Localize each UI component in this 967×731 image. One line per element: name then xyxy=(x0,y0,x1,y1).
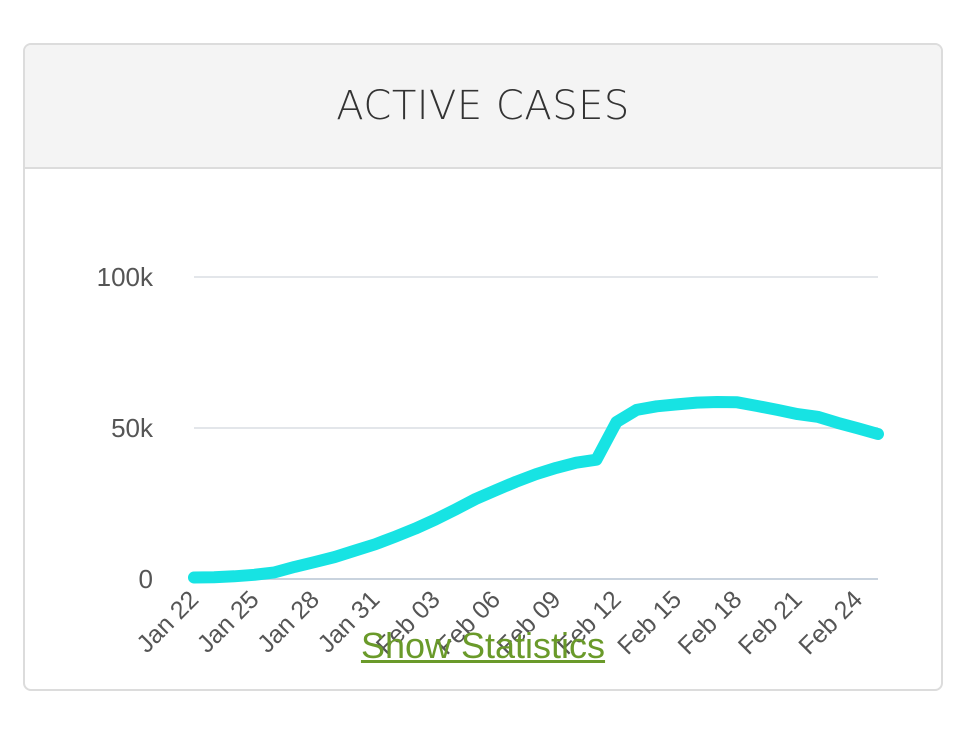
y-tick-label: 50k xyxy=(111,413,154,443)
chart-title: ACTIVE CASES xyxy=(336,83,630,129)
chart-area: 0 50k 100k Jan 22 Jan 25 Jan 28 Jan 31 Feb 03 F… xyxy=(25,169,941,689)
active-cases-card: ACTIVE CASES 0 50k 100k Jan 22 Jan 25 Jan 28… xyxy=(23,43,943,691)
series-layer xyxy=(188,396,884,584)
y-tick-label: 100k xyxy=(97,262,154,292)
show-statistics-link[interactable]: Show Statistics xyxy=(360,625,606,666)
y-tick-label: 0 xyxy=(139,564,153,594)
grid-lines xyxy=(194,276,878,580)
series-line xyxy=(188,396,884,584)
card-header: ACTIVE CASES xyxy=(25,45,941,169)
y-axis-ticks: 0 50k 100k xyxy=(97,262,154,594)
